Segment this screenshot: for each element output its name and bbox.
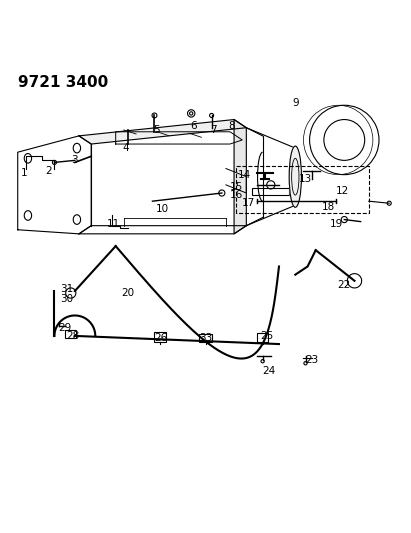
Polygon shape <box>79 119 246 144</box>
Text: 16: 16 <box>229 190 243 200</box>
Text: 28: 28 <box>66 331 79 341</box>
Text: 9721 3400: 9721 3400 <box>18 75 108 90</box>
Text: 26: 26 <box>154 333 167 343</box>
Text: 33: 33 <box>199 333 212 343</box>
Text: 22: 22 <box>338 280 351 290</box>
Text: 24: 24 <box>262 366 275 376</box>
Ellipse shape <box>289 146 301 207</box>
Text: 3: 3 <box>72 155 78 165</box>
Text: 23: 23 <box>305 356 318 366</box>
Text: 20: 20 <box>121 288 134 298</box>
Text: 5: 5 <box>153 125 160 135</box>
Text: 1: 1 <box>21 167 27 177</box>
Text: 12: 12 <box>336 186 349 196</box>
Text: 11: 11 <box>107 219 120 229</box>
Text: 18: 18 <box>321 203 335 212</box>
Text: 14: 14 <box>238 169 251 180</box>
Text: 13: 13 <box>299 174 312 184</box>
Bar <box>155 332 166 342</box>
Bar <box>65 330 76 338</box>
Bar <box>199 334 212 342</box>
Text: 8: 8 <box>229 120 236 131</box>
Text: 9: 9 <box>292 98 299 108</box>
Bar <box>252 188 289 195</box>
Text: 31: 31 <box>60 284 73 294</box>
Polygon shape <box>234 119 246 234</box>
Text: 19: 19 <box>330 219 343 229</box>
Text: 6: 6 <box>190 120 196 131</box>
Text: 29: 29 <box>58 323 71 333</box>
Text: 10: 10 <box>156 204 169 214</box>
Bar <box>256 333 268 342</box>
Text: 25: 25 <box>260 331 273 341</box>
Text: 15: 15 <box>229 182 243 192</box>
Text: 2: 2 <box>45 166 52 175</box>
Text: 4: 4 <box>122 143 129 153</box>
Text: 7: 7 <box>210 125 217 135</box>
Text: 17: 17 <box>242 198 255 208</box>
Text: 30: 30 <box>60 294 73 304</box>
